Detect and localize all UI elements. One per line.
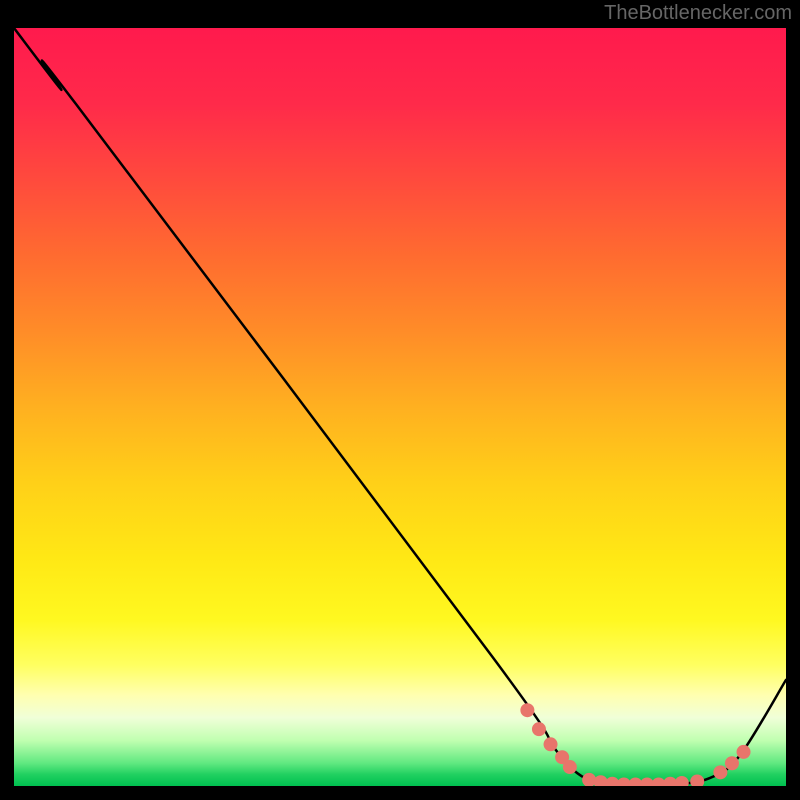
gradient-curve-chart [14,28,786,786]
marker-dot [532,722,546,736]
attribution-label: TheBottlenecker.com [604,2,792,25]
marker-dot [713,765,727,779]
marker-dot [520,703,534,717]
chart-plot-area [14,28,786,786]
marker-dot [737,745,751,759]
marker-dot [563,760,577,774]
marker-dot [725,756,739,770]
marker-dot [544,737,558,751]
chart-background [14,28,786,786]
